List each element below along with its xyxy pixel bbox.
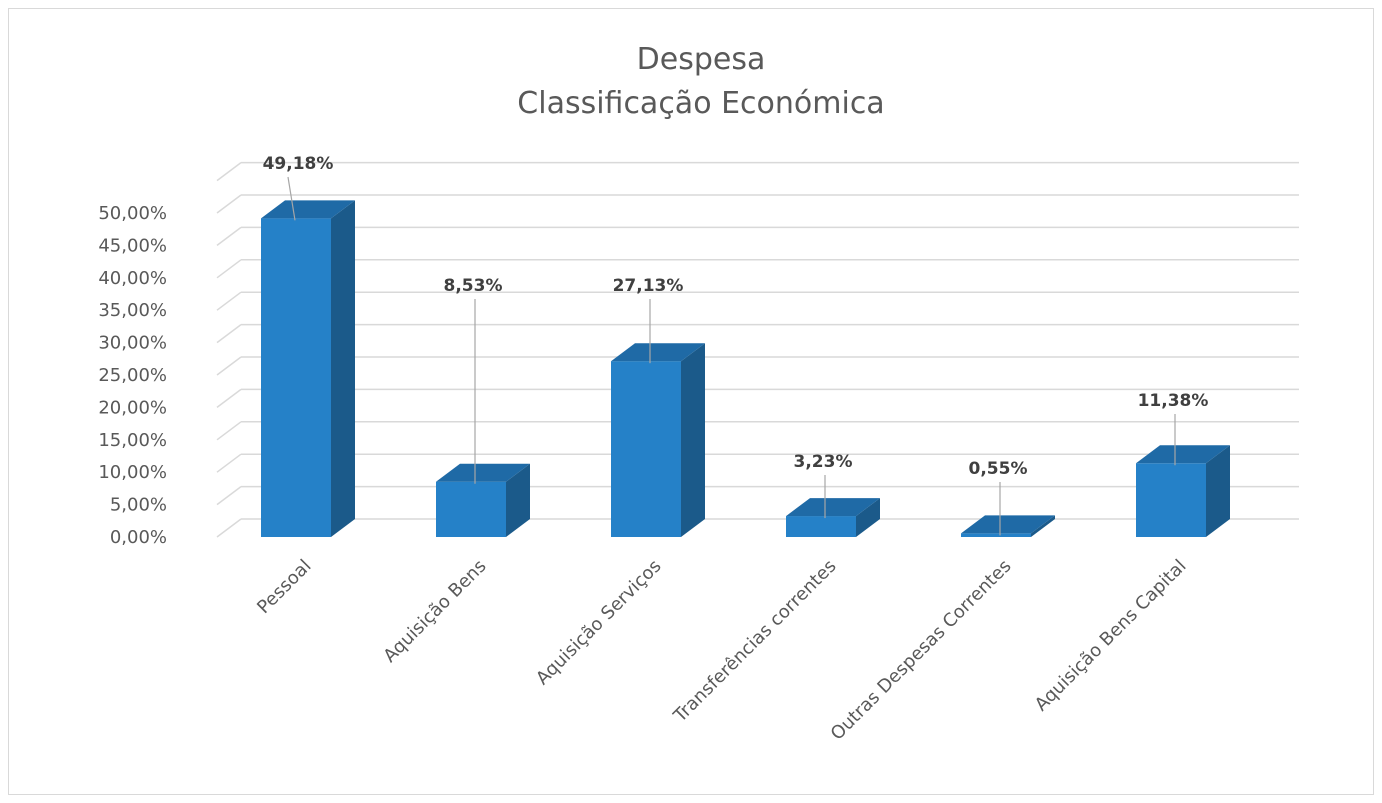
bar-top [786,498,880,517]
category-label: Transferências correntes [669,556,840,727]
data-label: 0,55% [969,459,1028,479]
gridline-side [216,486,242,506]
chart-title-line-2: Classificação Económica [517,86,884,121]
bar-top [436,463,530,482]
category-label: Outras Despesas Correntes [827,556,1016,745]
y-tick-label: 45,00% [98,235,167,256]
bar-side [506,463,530,537]
data-label: 3,23% [794,452,853,472]
data-label-leader-line [287,176,296,221]
gridlines [216,161,1299,538]
bar-front [261,218,331,537]
data-labels: 49,18% 8,53% 27,13% 3,23% 0,55% 11,38% [263,154,1209,536]
y-tick-label: 35,00% [98,300,167,321]
y-tick-label: 20,00% [98,397,167,418]
bar-front [786,516,856,537]
gridline-side [216,324,242,344]
bar-top [961,515,1055,534]
gridline-side [216,388,242,408]
category-label: Aquisição Serviços [532,556,665,689]
bar-top [611,343,705,362]
bar-top [261,200,355,219]
y-tick-label: 0,00% [110,527,167,548]
bar-front [961,533,1031,537]
gridline-side [216,162,242,182]
x-axis-category-labels: Pessoal Aquisição Bens Aquisição Serviços T… [253,556,1190,745]
bar-side [681,343,705,537]
bars [261,200,1230,537]
bar-side [1206,445,1230,537]
gridline-side [216,356,242,376]
gridline-side [216,421,242,441]
bar [1136,445,1230,537]
bar-side [1031,515,1055,537]
y-tick-label: 30,00% [98,333,167,354]
bar [611,343,705,537]
bar-front [436,481,506,537]
gridline-side [216,453,242,473]
y-tick-label: 5,00% [110,495,167,516]
bar-front [611,361,681,537]
chart-svg: Despesa Classificação Económica 0,00% 5,0… [98,42,1299,745]
y-tick-label: 15,00% [98,430,167,451]
gridline-side [216,518,242,538]
bar-front [1136,463,1206,537]
y-tick-label: 50,00% [98,203,167,224]
bar-top [1136,445,1230,464]
gridline-side [216,226,242,246]
gridline-side [216,194,242,214]
bar-side [331,200,355,537]
y-axis-tick-labels: 0,00% 5,00% 10,00% 15,00% 20,00% 25,00% 30,00%… [98,203,167,548]
data-label: 27,13% [613,276,684,296]
data-label: 8,53% [444,276,503,296]
y-tick-label: 25,00% [98,365,167,386]
bar-side [856,498,880,537]
chart-title-line-1: Despesa [637,42,766,77]
bar [261,200,355,537]
data-label: 11,38% [1138,391,1209,411]
gridline-side [216,291,242,311]
bar [786,498,880,537]
category-label: Aquisição Bens [379,556,490,667]
y-tick-label: 10,00% [98,462,167,483]
category-label: Pessoal [253,556,315,618]
y-tick-label: 40,00% [98,268,167,289]
bar [961,515,1055,537]
category-label: Aquisição Bens Capital [1031,556,1191,716]
chart-frame: Despesa Classificação Económica 0,00% 5,0… [8,8,1374,795]
gridline-side [216,259,242,279]
data-label: 49,18% [263,154,334,174]
bar [436,463,530,537]
